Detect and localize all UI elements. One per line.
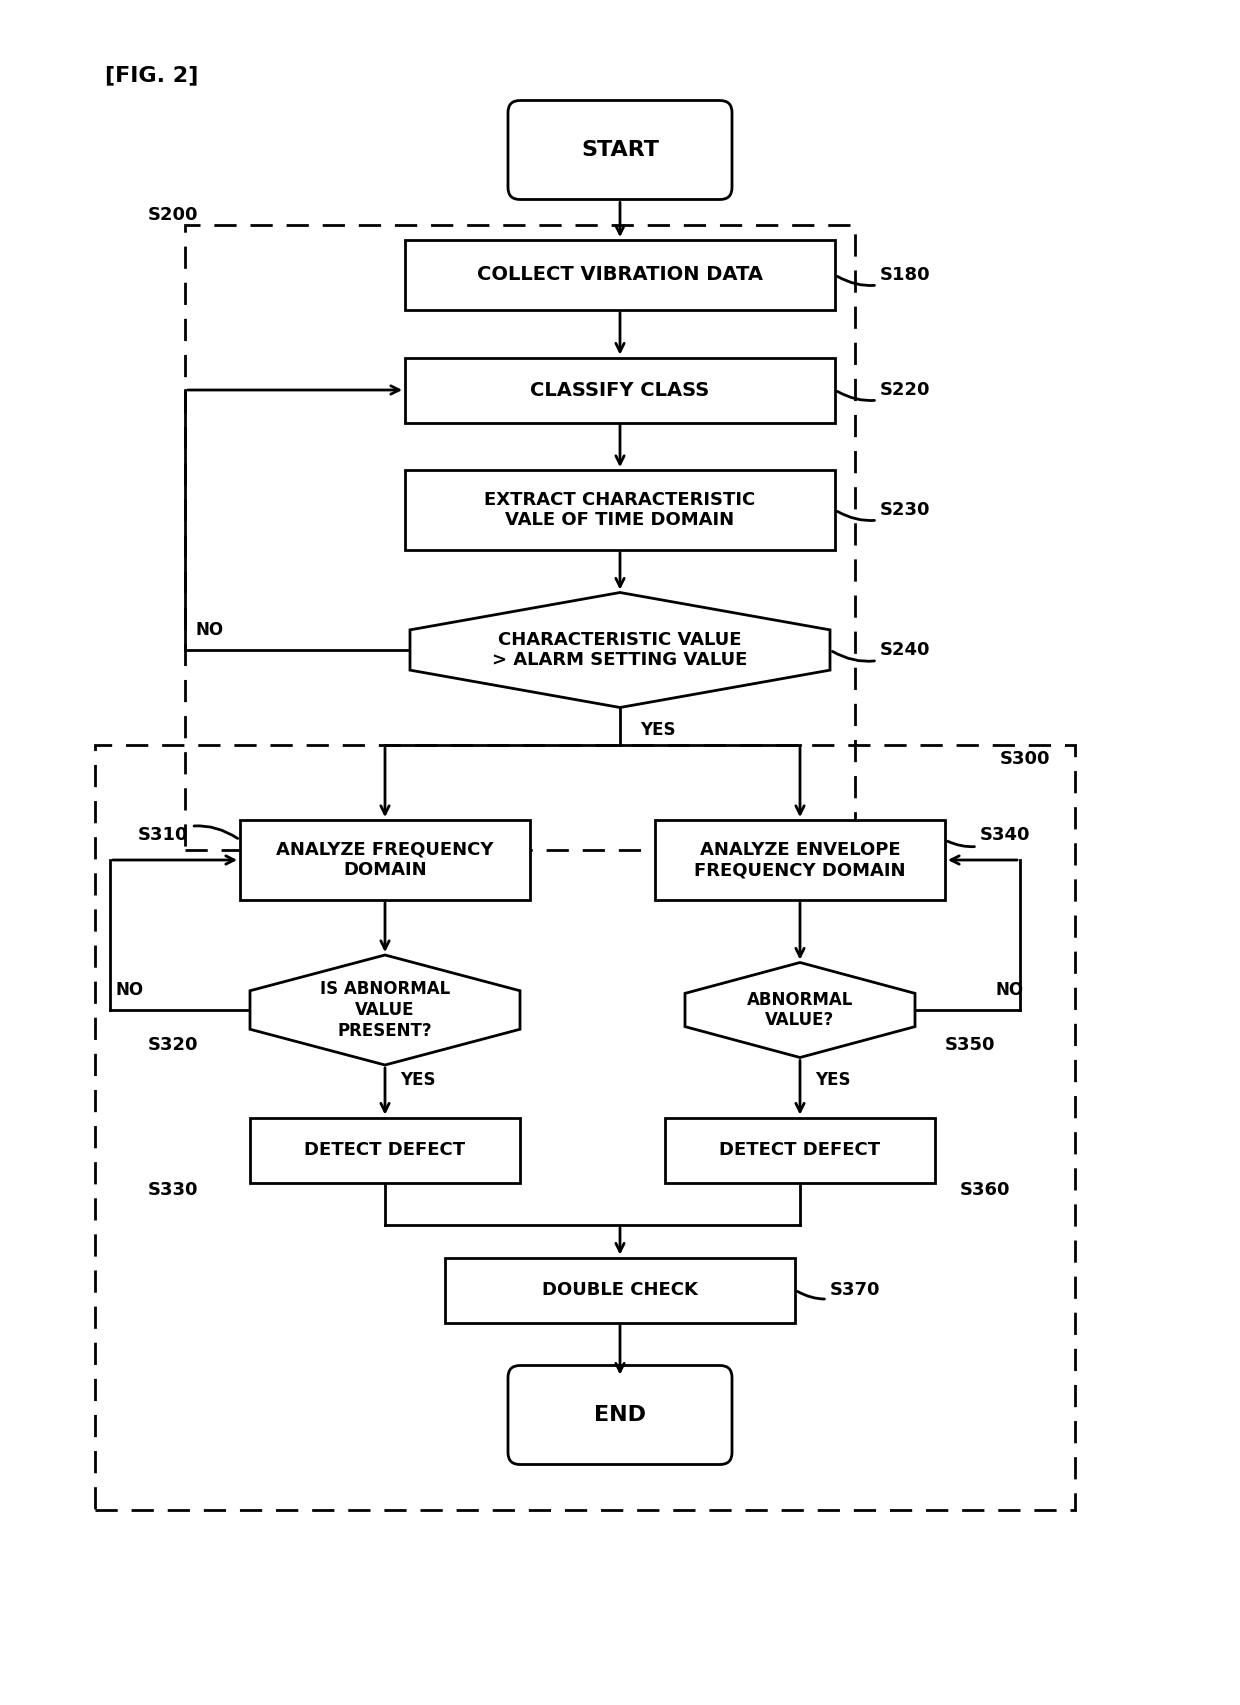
FancyBboxPatch shape	[508, 101, 732, 199]
FancyBboxPatch shape	[508, 1366, 732, 1465]
Text: DOUBLE CHECK: DOUBLE CHECK	[542, 1280, 698, 1299]
Text: [FIG. 2]: [FIG. 2]	[105, 65, 198, 85]
Text: S350: S350	[945, 1037, 996, 1054]
Text: NO: NO	[996, 980, 1024, 999]
Bar	[241, 820, 529, 900]
Bar	[445, 1258, 795, 1323]
Text: YES: YES	[401, 1071, 435, 1089]
Text: S370: S370	[797, 1280, 880, 1299]
Text: S200: S200	[148, 206, 198, 223]
Polygon shape	[410, 593, 830, 708]
Bar	[405, 240, 835, 310]
Text: START: START	[582, 140, 658, 160]
Text: S320: S320	[148, 1037, 198, 1054]
Text: EXTRACT CHARACTERISTIC
VALE OF TIME DOMAIN: EXTRACT CHARACTERISTIC VALE OF TIME DOMA…	[485, 491, 755, 529]
Bar	[250, 1117, 520, 1183]
Bar	[95, 745, 1075, 1511]
Text: YES: YES	[640, 721, 676, 738]
Text: NO: NO	[115, 980, 144, 999]
Polygon shape	[684, 963, 915, 1057]
Bar	[185, 225, 856, 851]
Bar	[655, 820, 945, 900]
Text: S180: S180	[837, 266, 931, 285]
Bar	[665, 1117, 935, 1183]
Bar	[405, 471, 835, 551]
Text: COLLECT VIBRATION DATA: COLLECT VIBRATION DATA	[477, 266, 763, 285]
Text: ANALYZE FREQUENCY
DOMAIN: ANALYZE FREQUENCY DOMAIN	[277, 841, 494, 880]
Text: IS ABNORMAL
VALUE
PRESENT?: IS ABNORMAL VALUE PRESENT?	[320, 980, 450, 1040]
Polygon shape	[250, 955, 520, 1066]
Text: YES: YES	[815, 1071, 851, 1089]
Text: ANALYZE ENVELOPE
FREQUENCY DOMAIN: ANALYZE ENVELOPE FREQUENCY DOMAIN	[694, 841, 905, 880]
Text: CLASSIFY CLASS: CLASSIFY CLASS	[531, 380, 709, 399]
Bar	[405, 358, 835, 423]
Text: S310: S310	[138, 825, 238, 844]
Text: S330: S330	[148, 1182, 198, 1199]
Text: S340: S340	[947, 825, 1030, 847]
Text: ABNORMAL
VALUE?: ABNORMAL VALUE?	[746, 991, 853, 1030]
Text: S240: S240	[832, 641, 930, 662]
Text: DETECT DEFECT: DETECT DEFECT	[305, 1141, 465, 1159]
Text: S230: S230	[837, 501, 930, 520]
Text: END: END	[594, 1405, 646, 1425]
Text: S220: S220	[837, 380, 930, 401]
Text: CHARACTERISTIC VALUE
> ALARM SETTING VALUE: CHARACTERISTIC VALUE > ALARM SETTING VAL…	[492, 631, 748, 670]
Text: NO: NO	[196, 621, 224, 639]
Text: S360: S360	[960, 1182, 1011, 1199]
Text: S300: S300	[999, 750, 1050, 767]
Text: DETECT DEFECT: DETECT DEFECT	[719, 1141, 880, 1159]
